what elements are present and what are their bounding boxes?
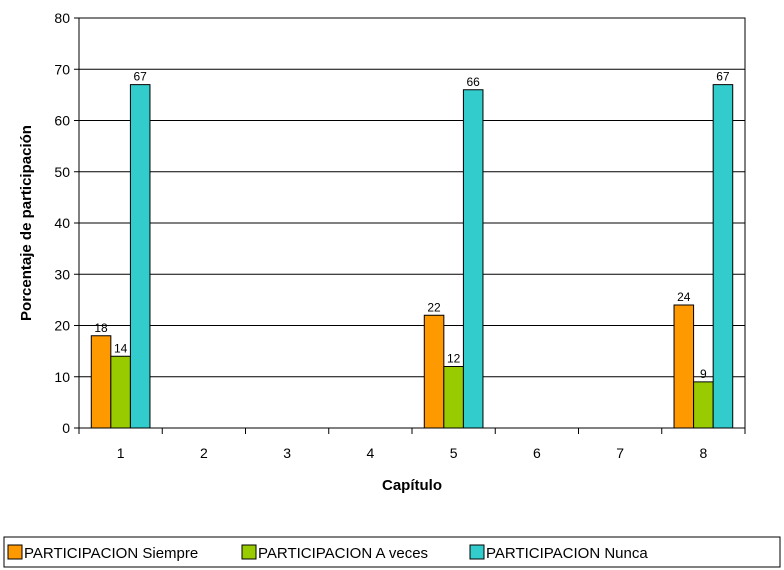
y-tick-label: 10	[54, 369, 70, 385]
bar	[712, 84, 734, 429]
bar	[443, 366, 464, 429]
data-label: 18	[94, 321, 108, 335]
data-label: 24	[677, 290, 691, 304]
bar	[90, 335, 112, 429]
data-label: 9	[700, 367, 707, 381]
data-label: 12	[447, 352, 461, 366]
y-tick-label: 20	[54, 318, 70, 334]
bar	[693, 381, 714, 429]
y-tick-label: 80	[54, 10, 70, 26]
data-labels: 18 22 24 14 12 9 67 66 67	[94, 70, 730, 381]
x-tick-label: 3	[283, 445, 291, 461]
y-tick-label: 0	[62, 420, 70, 436]
data-label: 67	[134, 70, 148, 84]
y-tick-label: 60	[54, 113, 70, 129]
legend-swatch	[469, 544, 485, 560]
legend-label: PARTICIPACION Siempre	[24, 545, 198, 562]
x-tick-label: 4	[366, 445, 374, 461]
y-tick-label: 70	[54, 61, 70, 77]
bar	[129, 84, 151, 429]
x-tick-label: 2	[200, 445, 208, 461]
bar	[673, 304, 695, 429]
bar	[462, 89, 484, 429]
legend: PARTICIPACION Siempre PARTICIPACION A vec…	[3, 536, 781, 568]
bar	[110, 355, 131, 429]
legend-box	[3, 536, 781, 568]
data-label: 67	[716, 70, 730, 84]
x-tick-label: 8	[699, 445, 707, 461]
legend-label: PARTICIPACION A veces	[258, 545, 428, 562]
plot-area-border	[78, 17, 746, 429]
x-axis-ticks: 1 2 3 4 5 6 7 8	[78, 428, 746, 461]
y-tick-label: 50	[54, 164, 70, 180]
legend-swatch	[7, 544, 23, 560]
gridlines	[79, 17, 745, 378]
y-tick-label: 40	[54, 215, 70, 231]
data-label: 22	[427, 300, 441, 314]
data-label: 66	[467, 75, 481, 89]
y-axis-title: Porcentaje de participación	[18, 125, 35, 321]
x-tick-label: 1	[117, 445, 125, 461]
x-axis-title: Capítulo	[382, 477, 442, 494]
data-label: 14	[114, 341, 128, 355]
x-tick-label: 7	[616, 445, 624, 461]
y-tick-label: 30	[54, 266, 70, 282]
bar	[423, 314, 445, 429]
x-tick-label: 6	[533, 445, 541, 461]
y-axis-ticks: 0 10 20 30 40 50 60 70 80	[54, 10, 79, 436]
x-tick-label: 5	[450, 445, 458, 461]
legend-label: PARTICIPACION Nunca	[486, 545, 648, 562]
legend-swatch	[241, 544, 257, 560]
